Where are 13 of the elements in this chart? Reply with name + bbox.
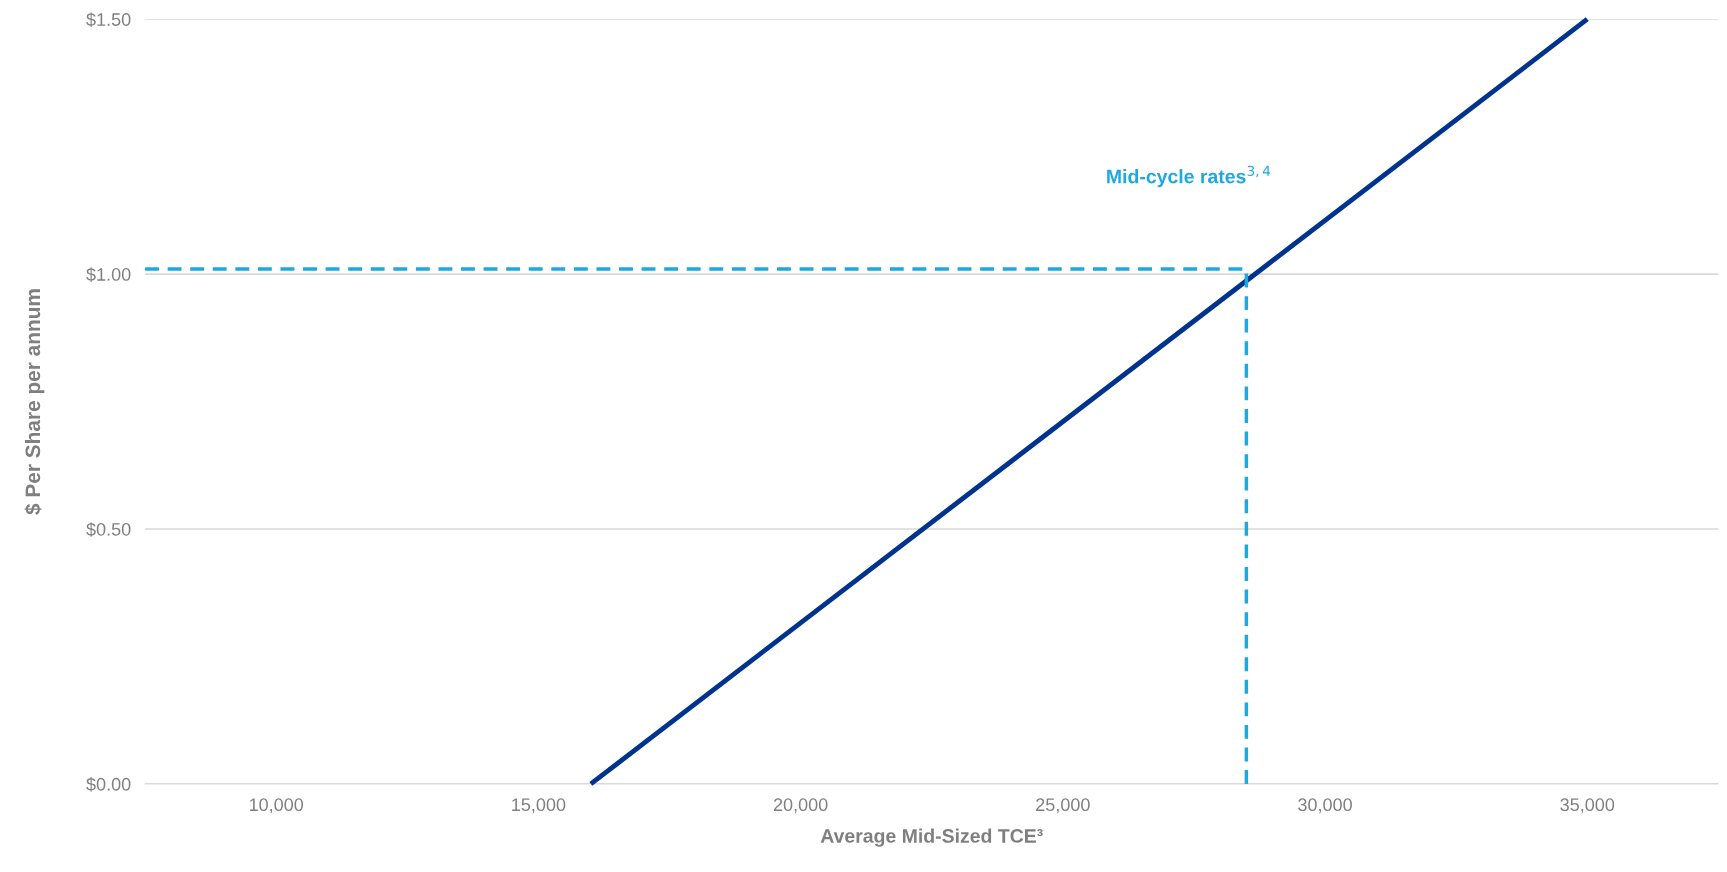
x-tick-label: 10,000 <box>249 798 304 814</box>
x-tick-label: 35,000 <box>1560 798 1615 814</box>
annotation: Mid-cycle rates$^{3,4}$ <box>1107 165 1271 188</box>
x-axis-title: Average Mid-Sized TCE³ <box>820 828 1043 847</box>
y-tick-label: $0.00 <box>86 777 131 792</box>
x-tick-label: 25,000 <box>1036 798 1090 814</box>
y-tick-label: $1.50 <box>86 12 131 27</box>
x-tick-label: 20,000 <box>773 798 828 814</box>
x-tick-label: 15,000 <box>512 798 566 814</box>
y-tick-label: $1.00 <box>86 267 131 282</box>
y-tick-label: $0.50 <box>86 522 131 537</box>
x-tick-label: 30,000 <box>1298 798 1352 814</box>
y-axis-title: $ Per Share per annum <box>24 289 45 515</box>
